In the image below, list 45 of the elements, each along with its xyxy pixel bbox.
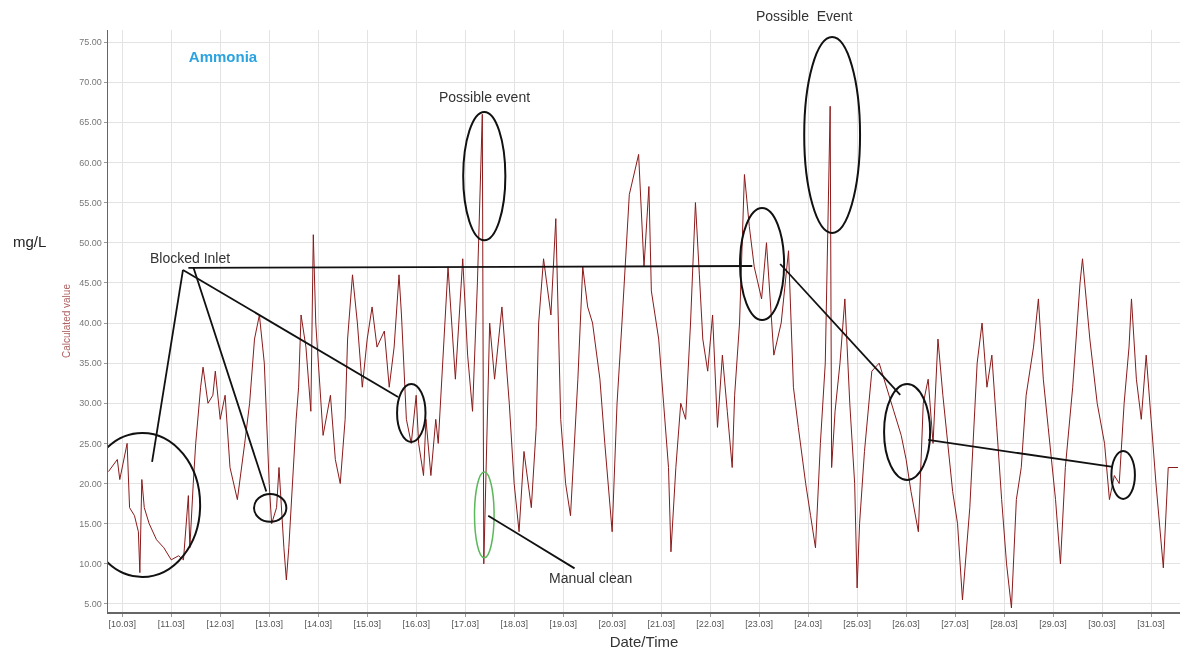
x-tick-label: [26.03]: [892, 619, 920, 630]
x-tick-label: [15.03]: [353, 619, 381, 630]
x-tick-label: [10.03]: [108, 619, 136, 630]
x-tick-label: [20.03]: [598, 619, 626, 630]
x-tick-label: [31.03]: [1137, 619, 1165, 630]
y-tick-label: 70.00: [79, 77, 102, 88]
x-tick-label: [27.03]: [941, 619, 969, 630]
y-tick-label: 40.00: [79, 318, 102, 329]
x-tick-label: [14.03]: [304, 619, 332, 630]
y-tick-label: 50.00: [79, 237, 102, 248]
x-tick-label: [18.03]: [500, 619, 528, 630]
x-tick-label: [19.03]: [549, 619, 577, 630]
x-axis-title: Date/Time: [609, 633, 679, 651]
annotation: Possible event: [439, 89, 531, 105]
x-tick-label: [29.03]: [1039, 619, 1067, 630]
y-axis-title: Calculated value: [61, 283, 73, 358]
x-tick-label: [23.03]: [745, 619, 773, 630]
annotation: Manual clean: [549, 570, 633, 586]
y-tick-label: 10.00: [79, 558, 102, 569]
y-tick-label: 5.00: [84, 599, 102, 610]
x-tick-label: [17.03]: [451, 619, 479, 630]
y-tick-label: 45.00: [79, 278, 102, 289]
x-tick-label: [25.03]: [843, 619, 871, 630]
text: mg/L: [13, 233, 47, 250]
y-tick-label: 60.00: [79, 157, 102, 168]
y-tick-label: 30.00: [79, 398, 102, 409]
x-tick-label: [16.03]: [402, 619, 430, 630]
y-tick-label: 20.00: [79, 478, 102, 489]
x-tick-label: [24.03]: [794, 619, 822, 630]
y-tick-label: 65.00: [79, 117, 102, 128]
x-tick-label: [22.03]: [696, 619, 724, 630]
x-tick-label: [13.03]: [255, 619, 283, 630]
x-tick-label: [11.03]: [157, 619, 185, 630]
x-tick-label: [30.03]: [1088, 619, 1116, 630]
x-tick-label: [12.03]: [206, 619, 234, 630]
y-tick-label: 35.00: [79, 358, 102, 369]
x-tick-label: [28.03]: [990, 619, 1018, 630]
y-tick-label: 55.00: [79, 197, 102, 208]
text: Possible Event: [756, 8, 853, 24]
y-tick-label: 15.00: [79, 518, 102, 529]
x-tick-label: [21.03]: [647, 619, 675, 630]
y-tick-label: 75.00: [79, 37, 102, 48]
y-tick-label: 25.00: [79, 438, 102, 449]
text: Ammonia: [188, 48, 258, 66]
annotation: Blocked Inlet: [150, 250, 231, 266]
